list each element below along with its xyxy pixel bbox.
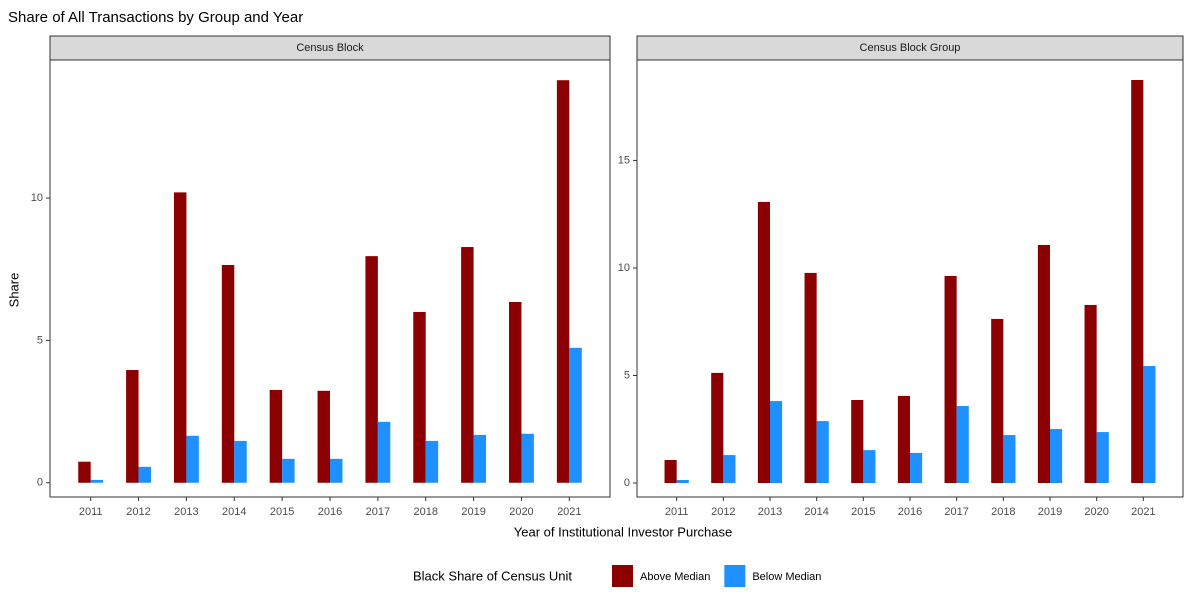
bar bbox=[1143, 366, 1156, 484]
legend-label: Above Median bbox=[640, 571, 710, 583]
bar bbox=[956, 406, 969, 484]
y-tick-label: 10 bbox=[618, 262, 630, 274]
bar bbox=[221, 264, 235, 483]
bar bbox=[991, 318, 1004, 484]
bar bbox=[816, 421, 829, 484]
legend-swatch bbox=[724, 565, 746, 587]
x-tick-label: 2020 bbox=[509, 506, 533, 518]
x-tick-label: 2019 bbox=[1038, 506, 1062, 518]
bar bbox=[770, 401, 783, 484]
bar bbox=[78, 461, 91, 483]
bar bbox=[377, 421, 391, 483]
bar bbox=[851, 400, 864, 484]
bar bbox=[676, 480, 689, 484]
y-axis-label: Share bbox=[6, 273, 21, 308]
x-tick-label: 2014 bbox=[222, 506, 246, 518]
chart-title: Share of All Transactions by Group and Y… bbox=[8, 9, 303, 26]
bar bbox=[863, 450, 876, 484]
bar bbox=[1003, 435, 1016, 484]
y-tick-label: 5 bbox=[624, 369, 630, 381]
y-tick-label: 5 bbox=[37, 334, 43, 346]
bar bbox=[757, 201, 770, 484]
x-tick-label: 2021 bbox=[557, 506, 581, 518]
x-tick-label: 2017 bbox=[366, 506, 390, 518]
facet-title: Census Block Group bbox=[860, 42, 961, 54]
facet-strip bbox=[49, 35, 611, 61]
bar bbox=[711, 372, 724, 484]
bar bbox=[897, 395, 910, 484]
bar bbox=[413, 311, 426, 483]
x-tick-label: 2016 bbox=[898, 506, 922, 518]
x-tick-label: 2015 bbox=[270, 506, 294, 518]
bar bbox=[664, 460, 677, 484]
bar bbox=[1037, 244, 1050, 484]
panel-border bbox=[49, 59, 611, 498]
y-tick-label: 0 bbox=[37, 477, 43, 489]
x-tick-label: 2013 bbox=[174, 506, 198, 518]
bar bbox=[234, 440, 247, 483]
bar bbox=[269, 389, 283, 483]
bar bbox=[461, 247, 474, 483]
bar bbox=[317, 390, 330, 483]
x-tick-label: 2019 bbox=[461, 506, 485, 518]
bar bbox=[804, 272, 817, 484]
x-tick-label: 2012 bbox=[711, 506, 735, 518]
bar bbox=[556, 80, 570, 483]
bar bbox=[282, 458, 295, 483]
bar bbox=[1131, 80, 1144, 484]
bar bbox=[365, 256, 378, 483]
x-tick-label: 2021 bbox=[1131, 506, 1155, 518]
facet-title: Census Block bbox=[296, 42, 364, 54]
x-tick-label: 2016 bbox=[318, 506, 342, 518]
bar bbox=[1084, 304, 1097, 484]
x-tick-label: 2011 bbox=[665, 506, 689, 518]
bar bbox=[910, 452, 923, 484]
x-tick-label: 2011 bbox=[79, 506, 103, 518]
panel-border bbox=[636, 59, 1184, 498]
x-tick-label: 2012 bbox=[126, 506, 150, 518]
y-tick-label: 0 bbox=[624, 477, 630, 489]
bar bbox=[1096, 432, 1109, 484]
bar bbox=[509, 301, 522, 483]
bar bbox=[944, 275, 957, 484]
legend-title: Black Share of Census Unit bbox=[413, 568, 572, 583]
x-tick-label: 2018 bbox=[991, 506, 1015, 518]
bar bbox=[723, 455, 736, 484]
bar bbox=[425, 440, 439, 483]
x-tick-label: 2014 bbox=[804, 506, 828, 518]
facet-strip bbox=[636, 35, 1184, 61]
bar bbox=[90, 479, 104, 483]
x-tick-label: 2017 bbox=[944, 506, 968, 518]
legend-swatch bbox=[612, 565, 633, 587]
bar bbox=[173, 192, 187, 483]
x-tick-label: 2013 bbox=[758, 506, 782, 518]
bar bbox=[186, 435, 199, 483]
bar bbox=[1050, 429, 1063, 484]
bar bbox=[473, 434, 487, 483]
y-tick-label: 10 bbox=[31, 192, 43, 204]
bar bbox=[126, 370, 139, 483]
y-tick-label: 15 bbox=[618, 154, 630, 166]
bar bbox=[330, 458, 343, 483]
x-tick-label: 2018 bbox=[413, 506, 437, 518]
bar bbox=[138, 466, 151, 483]
bar bbox=[569, 347, 582, 483]
x-tick-label: 2015 bbox=[851, 506, 875, 518]
x-tick-label: 2020 bbox=[1084, 506, 1108, 518]
legend-label: Below Median bbox=[752, 571, 821, 583]
x-axis-label: Year of Institutional Investor Purchase bbox=[514, 524, 732, 539]
bar bbox=[521, 433, 534, 483]
